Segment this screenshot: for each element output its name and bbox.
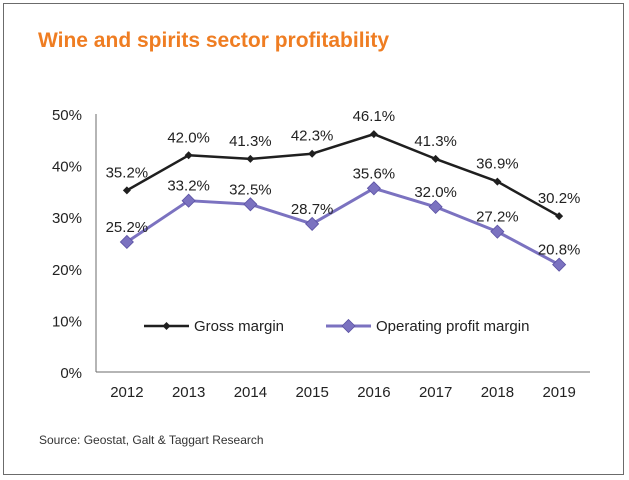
gross-margin-series	[122, 130, 564, 221]
gross-margin-line	[126, 132, 560, 218]
gross-margin-data-label: 30.2%	[538, 190, 581, 207]
x-tick-label: 2019	[542, 384, 575, 401]
legend-gross-swatch-marker	[162, 322, 171, 330]
data-labels: 35.2% 42.0% 41.3% 42.3% 46.1% 41.3% 36.9% 30.2%…	[106, 108, 581, 259]
gross-margin-point	[184, 151, 193, 160]
gross-margin-data-label: 46.1%	[353, 108, 396, 125]
x-tick-label: 2016	[357, 384, 390, 401]
operating-margin-data-label: 33.2%	[167, 178, 210, 195]
legend: Gross margin Operating profit margin	[144, 318, 529, 335]
y-tick-label: 40%	[52, 159, 82, 176]
gross-margin-data-label: 41.3%	[414, 133, 457, 150]
operating-margin-point	[243, 197, 258, 212]
operating-margin-data-label: 35.6%	[353, 165, 396, 182]
operating-margin-point	[490, 224, 505, 239]
operating-margin-data-label: 32.5%	[229, 181, 272, 198]
y-tick-label: 20%	[52, 262, 82, 279]
gross-margin-data-label: 42.0%	[167, 129, 210, 146]
operating-margin-data-label: 20.8%	[538, 242, 581, 259]
operating-margin-data-label: 32.0%	[414, 184, 457, 201]
gross-margin-point	[369, 130, 378, 139]
source-note: Source: Geostat, Galt & Taggart Research	[39, 433, 264, 447]
x-tick-label: 2017	[419, 384, 452, 401]
gross-margin-point	[431, 154, 440, 163]
operating-margin-point	[119, 234, 134, 250]
gross-margin-point	[308, 149, 317, 158]
x-tick-label: 2018	[481, 384, 514, 401]
operating-margin-point	[552, 257, 567, 272]
x-tick-label: 2012	[110, 384, 143, 401]
operating-margin-point	[181, 193, 196, 208]
y-tick-label: 10%	[52, 313, 82, 330]
y-tick-label: 0%	[60, 365, 82, 382]
operating-margin-data-label: 25.2%	[106, 219, 149, 236]
legend-operating-swatch-marker	[341, 318, 356, 334]
operating-margin-data-label: 28.7%	[291, 201, 334, 218]
gross-margin-data-label: 42.3%	[291, 128, 334, 145]
gross-margin-point	[555, 212, 564, 221]
y-tick-label: 30%	[52, 210, 82, 227]
x-tick-label: 2014	[234, 384, 267, 401]
operating-margin-point	[428, 199, 443, 214]
legend-gross-label: Gross margin	[194, 318, 284, 335]
y-tick-label: 50%	[52, 107, 82, 124]
chart-frame	[3, 3, 624, 475]
operating-margin-point	[366, 181, 381, 196]
gross-margin-data-label: 41.3%	[229, 133, 272, 150]
chart-title: Wine and spirits sector profitability	[38, 29, 390, 52]
chart-axes: 0% 10% 20% 30% 40% 50% 2012 2013 2014 2015 2016 201…	[52, 107, 590, 401]
x-tick-label: 2013	[172, 384, 205, 401]
legend-operating-label: Operating profit margin	[376, 318, 529, 335]
operating-margin-data-label: 27.2%	[476, 209, 519, 226]
x-tick-label: 2015	[295, 384, 328, 401]
gross-margin-point	[493, 177, 502, 186]
gross-margin-point	[246, 154, 255, 163]
operating-margin-series	[119, 181, 567, 272]
operating-margin-line	[126, 186, 560, 266]
gross-margin-point	[122, 186, 131, 195]
operating-margin-point	[305, 216, 320, 231]
gross-margin-data-label: 35.2%	[106, 164, 149, 181]
gross-margin-data-label: 36.9%	[476, 156, 519, 173]
